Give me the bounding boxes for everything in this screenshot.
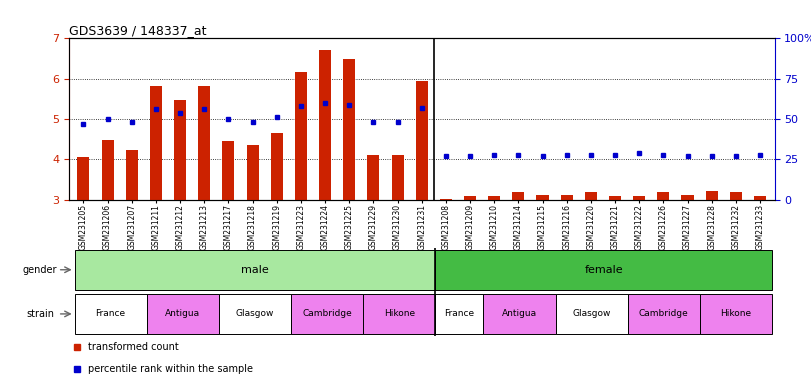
Bar bbox=[416, 81, 427, 200]
Bar bbox=[101, 140, 114, 200]
Bar bbox=[700, 294, 772, 334]
Text: France: France bbox=[444, 310, 474, 318]
Bar bbox=[609, 197, 621, 200]
Text: percentile rank within the sample: percentile rank within the sample bbox=[88, 364, 253, 374]
Text: France: France bbox=[96, 310, 126, 318]
Bar bbox=[343, 60, 355, 200]
Bar bbox=[730, 192, 742, 200]
Bar bbox=[198, 86, 210, 200]
Text: Antigua: Antigua bbox=[502, 310, 537, 318]
Text: Glasgow: Glasgow bbox=[573, 310, 611, 318]
Bar bbox=[126, 151, 138, 200]
Bar bbox=[513, 192, 525, 200]
Bar bbox=[367, 154, 380, 200]
Bar bbox=[147, 294, 219, 334]
Bar bbox=[247, 145, 259, 200]
Bar bbox=[464, 197, 476, 200]
Bar bbox=[75, 250, 436, 290]
Text: Cambridge: Cambridge bbox=[639, 310, 689, 318]
Text: gender: gender bbox=[23, 265, 58, 275]
Bar bbox=[75, 294, 147, 334]
Text: strain: strain bbox=[26, 309, 54, 319]
Bar bbox=[440, 199, 452, 200]
Bar bbox=[706, 191, 718, 200]
Bar bbox=[291, 294, 363, 334]
Bar bbox=[319, 51, 331, 200]
Bar bbox=[681, 195, 693, 200]
Bar bbox=[363, 294, 436, 334]
Text: female: female bbox=[585, 265, 623, 275]
Bar bbox=[633, 197, 646, 200]
Bar bbox=[174, 100, 187, 200]
Bar bbox=[219, 294, 291, 334]
Bar bbox=[628, 294, 700, 334]
Text: Cambridge: Cambridge bbox=[303, 310, 352, 318]
Bar bbox=[295, 72, 307, 200]
Text: GDS3639 / 148337_at: GDS3639 / 148337_at bbox=[69, 24, 207, 37]
Bar bbox=[77, 157, 89, 200]
Bar bbox=[556, 294, 628, 334]
Bar bbox=[436, 250, 772, 290]
Text: male: male bbox=[241, 265, 269, 275]
Text: Antigua: Antigua bbox=[165, 310, 200, 318]
Text: Hikone: Hikone bbox=[384, 310, 415, 318]
Bar bbox=[392, 156, 404, 200]
Text: transformed count: transformed count bbox=[88, 342, 179, 352]
Bar bbox=[560, 195, 573, 200]
Bar bbox=[483, 294, 556, 334]
Bar bbox=[537, 195, 548, 200]
Bar bbox=[271, 133, 283, 200]
Bar bbox=[436, 294, 483, 334]
Bar bbox=[754, 197, 766, 200]
Text: Glasgow: Glasgow bbox=[236, 310, 274, 318]
Bar bbox=[222, 141, 234, 200]
Bar bbox=[150, 86, 162, 200]
Text: Hikone: Hikone bbox=[720, 310, 752, 318]
Bar bbox=[488, 197, 500, 200]
Bar bbox=[585, 192, 597, 200]
Bar bbox=[657, 192, 669, 200]
